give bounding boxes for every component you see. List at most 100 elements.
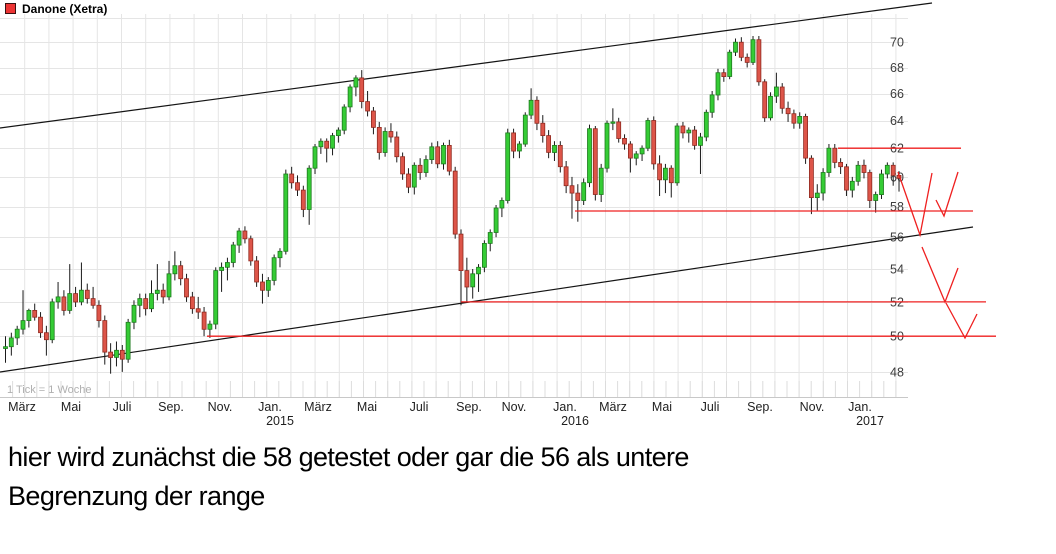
- candle-body-up: [312, 146, 318, 169]
- candle-body-up: [528, 99, 534, 116]
- candle-body-down: [616, 121, 622, 139]
- candle: [873, 191, 879, 213]
- candle-body-down: [38, 316, 43, 334]
- candle: [260, 273, 265, 304]
- candle-body-up: [663, 167, 668, 181]
- candle-body-up: [149, 293, 154, 310]
- x-axis-month-label: Sep.: [158, 400, 184, 414]
- candle-body-down: [546, 135, 551, 153]
- candle: [119, 345, 125, 372]
- candle: [575, 184, 581, 222]
- candle: [73, 286, 78, 307]
- candle: [213, 267, 219, 330]
- y-axis-label: 48: [890, 365, 904, 379]
- candle: [814, 184, 820, 211]
- x-axis-month-label: Sep.: [747, 400, 773, 414]
- candle: [67, 264, 73, 314]
- candle: [38, 312, 43, 338]
- candle: [423, 155, 429, 177]
- candle: [493, 205, 499, 238]
- candle-body-down: [779, 86, 785, 109]
- candle: [14, 325, 20, 345]
- candle-body-up: [879, 173, 884, 196]
- candle: [470, 269, 476, 299]
- candle: [750, 36, 756, 65]
- candle: [365, 91, 371, 117]
- candle: [481, 240, 487, 273]
- candle: [341, 104, 347, 135]
- candle-body-down: [809, 157, 814, 198]
- candle-body-up: [330, 135, 335, 149]
- candle-body-up: [604, 122, 610, 169]
- candle: [744, 53, 750, 68]
- y-axis-label: 70: [890, 36, 904, 50]
- caption-line-1: hier wird zunächst die 58 getestet oder …: [8, 442, 689, 472]
- candle-body-down: [254, 260, 260, 283]
- legend-color-swatch: [5, 3, 16, 14]
- candle-body-up: [768, 95, 773, 119]
- candle-body-up: [55, 296, 61, 303]
- candle-body-down: [861, 164, 867, 173]
- candle: [797, 112, 803, 129]
- candle: [318, 138, 324, 154]
- candle: [178, 260, 184, 286]
- candle-body-up: [645, 120, 651, 149]
- candle: [61, 290, 67, 316]
- candle: [49, 298, 55, 344]
- candle: [435, 141, 441, 169]
- candle: [382, 127, 388, 157]
- x-axis-month-label: März: [599, 400, 627, 414]
- candle-body-down: [452, 170, 458, 235]
- candle: [137, 293, 143, 318]
- candle: [79, 262, 84, 306]
- candle-body-up: [131, 304, 137, 323]
- candle: [400, 152, 406, 180]
- candle: [768, 92, 773, 121]
- candle-body-up: [423, 159, 429, 173]
- trend-channel-lower-line: [0, 226, 974, 373]
- y-axis-label: 66: [890, 87, 904, 101]
- candle: [108, 343, 113, 374]
- candle-body-down: [838, 161, 843, 168]
- candle: [774, 72, 779, 103]
- candle-body-up: [598, 167, 604, 195]
- candle: [499, 197, 505, 218]
- candle-body-down: [184, 278, 189, 298]
- candle: [592, 126, 598, 201]
- candle-body-up: [774, 86, 779, 97]
- candle: [189, 291, 195, 314]
- candle-body-up: [487, 232, 493, 244]
- candle: [149, 280, 154, 313]
- candle: [832, 144, 838, 169]
- candle: [884, 162, 890, 179]
- candle: [476, 264, 481, 292]
- candle: [184, 273, 189, 302]
- candle: [820, 168, 826, 201]
- candle-body-down: [651, 120, 657, 165]
- x-axis-month-label: Juli: [701, 400, 720, 414]
- candle: [131, 300, 137, 330]
- candle-body-down: [592, 128, 598, 195]
- candle-body-down: [376, 127, 382, 153]
- candle: [867, 169, 873, 208]
- candle-body-up: [172, 265, 178, 275]
- candle-body-down: [96, 304, 102, 321]
- candle-body-down: [365, 101, 371, 112]
- candle: [692, 126, 697, 150]
- candle-body-up: [271, 257, 277, 281]
- candle: [604, 120, 610, 173]
- candle: [353, 75, 359, 97]
- candle: [686, 127, 692, 143]
- candle: [458, 229, 464, 306]
- candle: [628, 141, 633, 173]
- scenario-arrow-1: [897, 171, 933, 238]
- candle: [849, 176, 855, 198]
- candle: [207, 320, 213, 338]
- candle-body-down: [692, 129, 697, 146]
- candle-body-up: [207, 323, 213, 330]
- candle: [452, 166, 458, 239]
- candle-body-down: [189, 296, 195, 310]
- candle-body-up: [517, 143, 522, 152]
- candle-body-up: [476, 266, 481, 275]
- candle-body-down: [73, 293, 78, 303]
